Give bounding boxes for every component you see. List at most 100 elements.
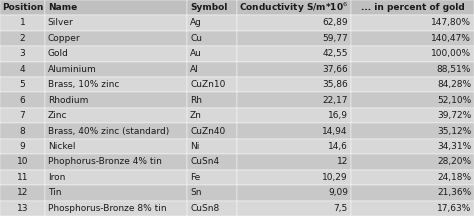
Text: 28,20%: 28,20% [437,157,471,167]
Bar [187,123,237,139]
Bar [45,77,187,92]
Text: Cu: Cu [190,34,202,43]
Text: 8: 8 [19,127,26,136]
Bar [187,154,237,170]
Bar [237,92,351,108]
Bar [187,15,237,31]
Text: Silver: Silver [48,18,73,27]
Text: Ni: Ni [190,142,200,151]
Text: Ag: Ag [190,18,202,27]
Bar [237,170,351,185]
Bar [351,0,474,15]
Text: 2: 2 [20,34,25,43]
Bar [237,200,351,216]
Bar [45,46,187,62]
Text: 21,36%: 21,36% [437,188,471,197]
Text: 7: 7 [19,111,26,120]
Text: 84,28%: 84,28% [437,80,471,89]
Text: 17,63%: 17,63% [437,204,471,213]
Text: 9: 9 [19,142,26,151]
Bar [351,123,474,139]
Bar [351,139,474,154]
Bar [45,170,187,185]
Text: 9,09: 9,09 [328,188,348,197]
Text: Au: Au [190,49,202,58]
Bar [237,46,351,62]
Bar [0,154,45,170]
Bar [187,77,237,92]
Bar [0,200,45,216]
Bar [45,15,187,31]
Bar [351,170,474,185]
Text: CuSn8: CuSn8 [190,204,219,213]
Bar [45,200,187,216]
Text: 13: 13 [17,204,28,213]
Text: 16,9: 16,9 [328,111,348,120]
Text: Zinc: Zinc [48,111,67,120]
Bar [187,0,237,15]
Text: Gold: Gold [48,49,69,58]
Bar [351,108,474,123]
Text: Position: Position [2,3,43,12]
Bar [187,185,237,200]
Bar [187,46,237,62]
Text: 5: 5 [19,80,26,89]
Text: CuZn10: CuZn10 [190,80,226,89]
Bar [351,62,474,77]
Text: 12: 12 [337,157,348,167]
Bar [237,139,351,154]
Text: 10,29: 10,29 [322,173,348,182]
Text: 100,00%: 100,00% [431,49,471,58]
Bar [187,200,237,216]
Text: 37,66: 37,66 [322,65,348,74]
Text: 7,5: 7,5 [334,204,348,213]
Text: 3: 3 [19,49,26,58]
Text: Iron: Iron [48,173,65,182]
Text: 52,10%: 52,10% [437,96,471,105]
Text: 42,55: 42,55 [322,49,348,58]
Bar [45,154,187,170]
Bar [0,108,45,123]
Bar [45,0,187,15]
Text: Copper: Copper [48,34,81,43]
Text: Tin: Tin [48,188,61,197]
Bar [237,154,351,170]
Bar [351,31,474,46]
Text: Brass, 40% zinc (standard): Brass, 40% zinc (standard) [48,127,169,136]
Bar [0,185,45,200]
Bar [45,31,187,46]
Bar [45,185,187,200]
Bar [0,170,45,185]
Text: 88,51%: 88,51% [437,65,471,74]
Text: 22,17: 22,17 [322,96,348,105]
Text: 12: 12 [17,188,28,197]
Text: 1: 1 [19,18,26,27]
Text: 34,31%: 34,31% [437,142,471,151]
Bar [187,92,237,108]
Text: Phophorus-Bronze 4% tin: Phophorus-Bronze 4% tin [48,157,162,167]
Bar [0,31,45,46]
Text: 24,18%: 24,18% [437,173,471,182]
Text: 10: 10 [17,157,28,167]
Text: 35,86: 35,86 [322,80,348,89]
Bar [0,92,45,108]
Text: Conductivity S/m*10$^6$: Conductivity S/m*10$^6$ [239,0,348,15]
Bar [237,123,351,139]
Bar [237,0,351,15]
Bar [187,62,237,77]
Bar [187,31,237,46]
Text: CuSn4: CuSn4 [190,157,219,167]
Bar [45,108,187,123]
Bar [237,185,351,200]
Text: ... in percent of gold: ... in percent of gold [361,3,464,12]
Bar [45,92,187,108]
Text: Rhodium: Rhodium [48,96,88,105]
Bar [351,92,474,108]
Text: 4: 4 [20,65,25,74]
Text: 147,80%: 147,80% [431,18,471,27]
Bar [237,15,351,31]
Bar [0,15,45,31]
Text: 14,6: 14,6 [328,142,348,151]
Bar [0,77,45,92]
Bar [0,46,45,62]
